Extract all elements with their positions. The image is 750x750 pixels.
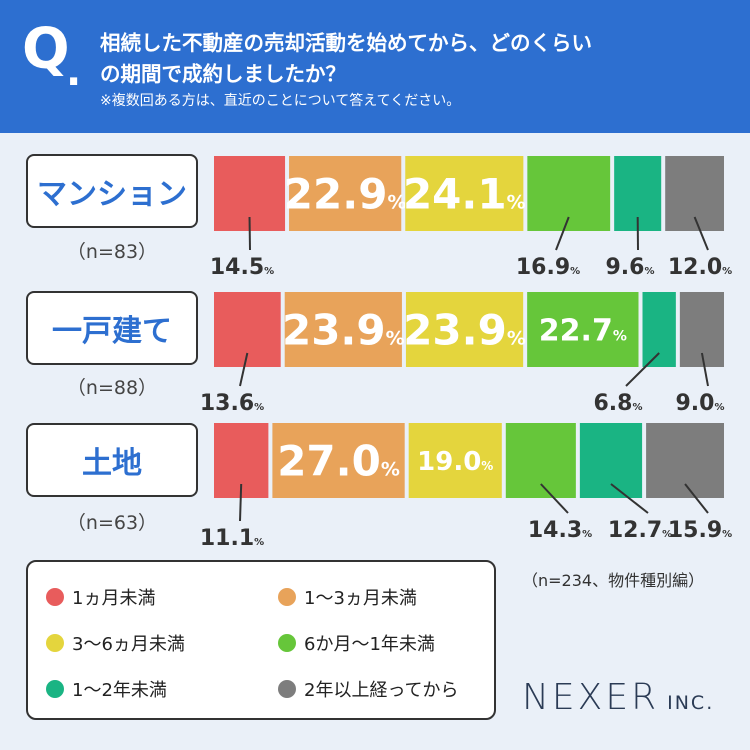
leader-line-r2-s1 bbox=[239, 352, 249, 387]
bar-segment-r2-s3 bbox=[405, 292, 524, 367]
value-label-r3-s2: 27.0% bbox=[277, 437, 400, 486]
value-label-r3-s6: 15.9% bbox=[668, 518, 732, 543]
value-label-r1-s4: 16.9% bbox=[516, 255, 580, 280]
question-header: Q . 相続した不動産の売却活動を始めてから、どのくらい の期間で成約しましたか… bbox=[0, 0, 750, 133]
logo-main-text: NEXER bbox=[522, 677, 660, 718]
sample-size-house: （n=88） bbox=[66, 377, 158, 399]
value-label-r3-s5: 12.7% bbox=[608, 518, 672, 543]
bar-segment-r1-s2 bbox=[289, 156, 402, 231]
question-note: ※複数回ある方は、直近のことについて答えてください。 bbox=[100, 93, 461, 109]
value-label-r2-s3: 23.9% bbox=[403, 306, 526, 355]
legend-dot-5 bbox=[46, 680, 64, 698]
leader-line-r3-s6 bbox=[684, 483, 709, 514]
sample-size-mansion: （n=83） bbox=[66, 241, 158, 263]
stacked-bar-chart: 14.5%22.9%24.1%16.9% 9.6% 12.0%13.6%23.9%2… bbox=[200, 156, 732, 551]
value-label-r1-s5: 9.6% bbox=[605, 255, 654, 280]
legend-item-4: 6か月〜1年未満 bbox=[278, 630, 435, 656]
question-line-1: 相続した不動産の売却活動を始めてから、どのくらい bbox=[100, 31, 592, 55]
bar-segment-r2-s5 bbox=[642, 292, 676, 367]
leader-line-r3-s1 bbox=[239, 483, 243, 522]
bar-segment-r1-s3 bbox=[405, 156, 524, 231]
legend-dot-4 bbox=[278, 634, 296, 652]
legend-label-4: 6か月〜1年未満 bbox=[304, 634, 435, 655]
value-label-r1-s2: 22.9% bbox=[284, 170, 407, 219]
leader-line-r2-s6 bbox=[700, 352, 709, 387]
legend-item-3: 3〜6ヵ月未満 bbox=[46, 630, 185, 656]
leader-line-r1-s4 bbox=[555, 216, 570, 251]
legend-label-2: 1〜3ヵ月未満 bbox=[304, 588, 417, 609]
bar-segment-r3-s3 bbox=[408, 423, 502, 498]
legend-item-6: 2年以上経ってから bbox=[278, 676, 459, 702]
value-label-r1-s6: 12.0% bbox=[668, 255, 732, 280]
bar-segment-r2-s4 bbox=[527, 292, 639, 367]
bar-segment-r3-s2 bbox=[272, 423, 405, 498]
value-label-r2-s4: 22.7% bbox=[539, 313, 627, 348]
legend-item-2: 1〜3ヵ月未満 bbox=[278, 584, 417, 610]
bar-segment-r2-s2 bbox=[284, 292, 402, 367]
value-label-r2-s6: 9.0% bbox=[675, 391, 724, 416]
value-label-r2-s1: 13.6% bbox=[200, 391, 264, 416]
q-mark: Q bbox=[22, 17, 70, 82]
bar-segment-r1-s6 bbox=[665, 156, 724, 231]
leader-line-r2-s5 bbox=[625, 352, 660, 387]
leader-line-r3-s5 bbox=[610, 483, 649, 514]
leader-line-r1-s6 bbox=[693, 216, 709, 251]
category-label-mansion: マンション bbox=[26, 154, 198, 228]
legend-label-6: 2年以上経ってから bbox=[304, 680, 459, 701]
bar-segment-r3-s4 bbox=[505, 423, 576, 498]
legend-dot-1 bbox=[46, 588, 64, 606]
logo-sub-text: INC. bbox=[667, 692, 715, 714]
value-label-r3-s3: 19.0% bbox=[417, 447, 493, 477]
legend-dot-3 bbox=[46, 634, 64, 652]
legend-label-1: 1ヵ月未満 bbox=[72, 588, 156, 609]
value-label-r1-s3: 24.1% bbox=[403, 170, 526, 219]
sample-size-land: （n=63） bbox=[66, 512, 158, 534]
value-label-r3-s4: 14.3% bbox=[528, 518, 592, 543]
legend-label-3: 3〜6ヵ月未満 bbox=[72, 634, 185, 655]
legend: 1ヵ月未満 1〜3ヵ月未満 3〜6ヵ月未満 6か月〜1年未満 1〜2年未満 2年… bbox=[26, 560, 496, 720]
value-label-r1-s1: 14.5% bbox=[210, 255, 274, 280]
legend-dot-6 bbox=[278, 680, 296, 698]
value-label-r2-s5: 6.8% bbox=[593, 391, 642, 416]
q-dot: . bbox=[66, 49, 82, 95]
bar-segment-r3-s5 bbox=[579, 423, 643, 498]
value-label-r2-s2: 23.9% bbox=[282, 306, 405, 355]
question-line-2: の期間で成約しましたか？ bbox=[100, 62, 346, 86]
leader-line-r3-s4 bbox=[540, 483, 569, 514]
sample-note: （n=234、物件種別編） bbox=[522, 571, 705, 590]
bar-segment-r3-s6 bbox=[646, 423, 724, 498]
legend-dot-2 bbox=[278, 588, 296, 606]
category-label-house: 一戸建て bbox=[26, 291, 198, 365]
legend-label-5: 1〜2年未満 bbox=[72, 680, 167, 701]
legend-item-5: 1〜2年未満 bbox=[46, 676, 167, 702]
value-label-r3-s1: 11.1% bbox=[200, 526, 264, 551]
company-logo: NEXER INC. bbox=[522, 680, 714, 716]
legend-item-1: 1ヵ月未満 bbox=[46, 584, 155, 610]
category-label-land: 土地 bbox=[26, 423, 198, 497]
